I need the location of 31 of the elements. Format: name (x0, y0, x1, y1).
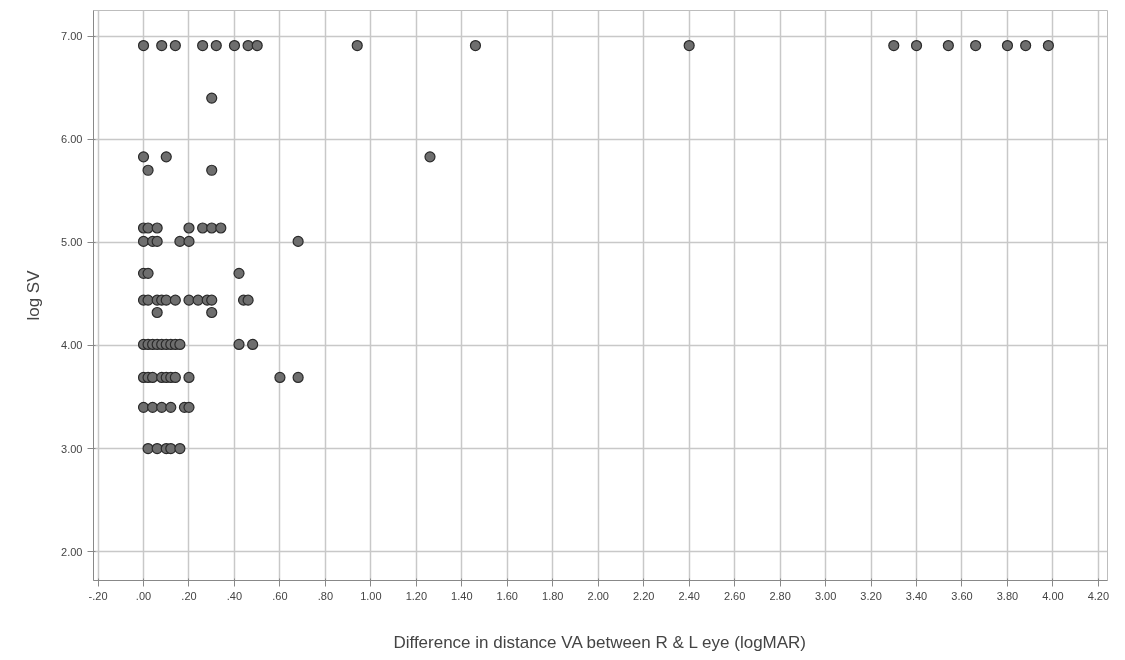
y-tick-label: 5.00 (61, 236, 83, 249)
x-tick-label: 3.60 (951, 589, 973, 602)
x-tick-label: 2.00 (587, 589, 609, 602)
x-tick-label: -.20 (88, 589, 108, 602)
x-tick-label: .40 (226, 589, 243, 602)
y-tick-label: 2.00 (61, 545, 83, 558)
y-tick-label: 4.00 (61, 339, 83, 352)
y-tick-label: 3.00 (61, 442, 83, 455)
x-tick-label: .00 (135, 589, 152, 602)
x-tick-label: 1.80 (542, 589, 564, 602)
x-tick-label: 4.20 (1087, 589, 1110, 602)
x-tick-label: 1.00 (360, 589, 382, 602)
x-tick-label: .20 (181, 589, 197, 602)
x-tick-label: 3.80 (996, 589, 1019, 602)
x-tick-label: 2.80 (769, 589, 791, 602)
x-tick-label: 3.20 (860, 589, 882, 602)
x-tick-label: 1.60 (496, 589, 518, 602)
x-tick-label: 3.40 (905, 589, 928, 602)
y-tick-label: 6.00 (61, 133, 83, 146)
x-tick-label: .60 (272, 589, 288, 602)
x-tick-label: 2.20 (632, 589, 655, 602)
x-tick-label: 2.40 (678, 589, 700, 602)
x-tick-label: 3.00 (814, 589, 837, 602)
x-tick-label: 2.60 (723, 589, 746, 602)
y-axis-title: log SV (24, 269, 44, 321)
x-tick-label: 1.20 (405, 589, 428, 602)
x-axis-title: Difference in distance VA between R & L eye (logMAR) (393, 632, 807, 652)
x-tick-label: 1.40 (451, 589, 473, 602)
x-tick-label: 4.00 (1042, 589, 1064, 602)
y-tick-label: 7.00 (61, 30, 83, 43)
x-tick-label: .80 (317, 589, 334, 602)
